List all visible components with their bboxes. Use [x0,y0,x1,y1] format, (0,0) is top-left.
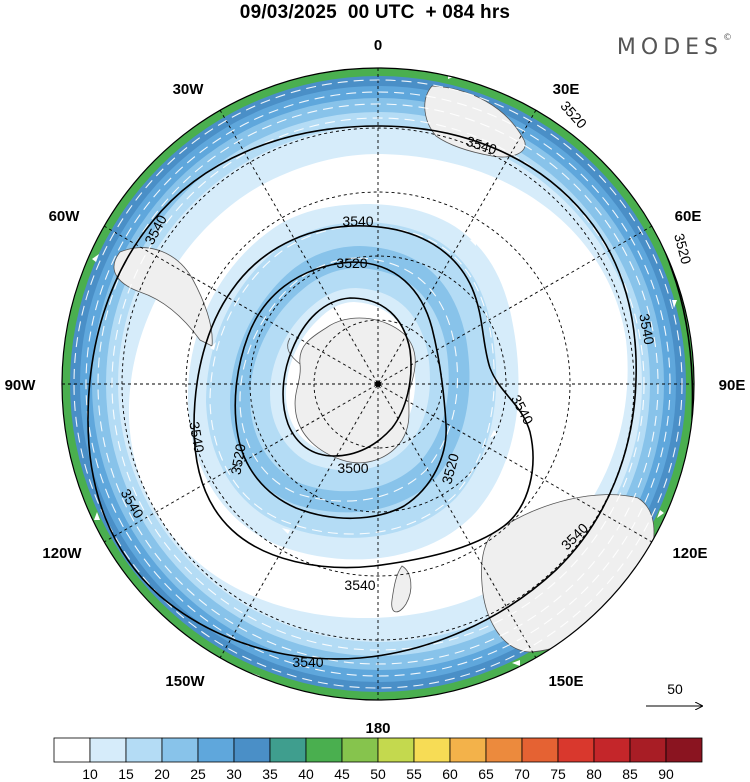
colorbar-tick-label: 30 [226,766,242,782]
contour-label: 3540 [342,213,373,229]
colorbar-swatch [377,737,415,763]
contour-3500 [282,297,412,457]
colorbar-tick-label: 40 [298,766,314,782]
colorbar-tick-label: 50 [370,766,386,782]
colorbar-tick-label: 60 [442,766,458,782]
contour-label: 3540 [186,420,207,454]
colorbar-tick-label: 35 [262,766,278,782]
pole-marker [375,381,381,387]
colorbar-swatch [161,737,199,763]
colorbar-tick-label: 25 [190,766,206,782]
colorbar-tick-label: 70 [514,766,530,782]
map-title: 09/03/2025 00 UTC + 084 hrs [239,2,511,23]
longitude-label-30e: 30E [553,81,580,98]
contour-3520-inner [234,261,447,520]
colorbar-tick-label: 20 [154,766,170,782]
brand-name: MODES [616,35,723,60]
wind-reference-label: 50 [667,681,683,697]
colorbar-swatch [341,737,379,763]
colorbar-tick-label: 90 [658,766,674,782]
colorbar-swatch [485,737,523,763]
colorbar-swatch [413,737,451,763]
colorbar-tick-label: 55 [406,766,422,782]
colorbar-swatch [89,737,127,763]
antarctic-peninsula [287,337,301,365]
wind-streamlines [73,79,683,689]
longitude-label-90e: 90E [719,377,746,394]
new-zealand-landmass [391,565,412,613]
colorbar-swatch [233,737,271,763]
contour-label: 3520 [438,451,462,485]
colorbar-swatch [269,737,307,763]
colorbar-tick-label: 85 [622,766,638,782]
longitude-label-120w: 120W [42,545,82,562]
longitude-label-180: 180 [365,720,390,737]
map-border [61,67,695,701]
longitude-label-60w: 60W [49,208,81,225]
contour-label: 3500 [337,460,368,476]
longitude-label-150w: 150W [165,673,205,690]
colorbar-swatch [665,737,703,763]
colorbar-swatch [449,737,487,763]
colorbar-tick-label: 75 [550,766,566,782]
longitude-label-0: 0 [374,37,382,54]
latitude-circle [185,191,571,577]
contour-3540-outer [87,125,637,660]
longitude-label-150e: 150E [548,673,583,690]
colorbar-swatch [305,737,343,763]
colorbar-tick-label: 65 [478,766,494,782]
contour-label: 3520 [227,442,248,476]
colorbar: 10 15 20 25 30 35 40 45 50 55 60 65 70 75 80 85 90 [53,737,703,782]
colorbar-tick-label: 45 [334,766,350,782]
wind-reference: 50 [646,681,702,706]
contour-3540-inner [193,225,534,569]
longitude-label-120e: 120E [672,545,707,562]
colorbar-swatch [53,737,91,763]
colorbar-swatch [557,737,595,763]
colorbar-tick-label: 15 [118,766,134,782]
colorbar-swatch [521,737,559,763]
contour-label: 3520 [336,255,367,271]
colorbar-tick-label: 10 [82,766,98,782]
colorbar-tick-label: 80 [586,766,602,782]
copyright-mark: © [723,33,732,43]
colorbar-swatch [125,737,163,763]
colorbar-swatch [197,737,235,763]
brand-logo: MODES© [617,33,732,60]
contour-label: 3540 [636,312,657,346]
colorbar-swatch [593,737,631,763]
longitude-label-30w: 30W [173,81,205,98]
contour-label: 3540 [292,654,323,670]
contour-label: 3520 [671,232,695,266]
longitude-label-90w: 90W [5,377,37,394]
height-contours [87,101,694,660]
contour-label: 3540 [344,577,375,593]
longitude-label-60e: 60E [675,208,702,225]
colorbar-swatch [629,737,667,763]
antarctica-landmass [294,317,416,464]
